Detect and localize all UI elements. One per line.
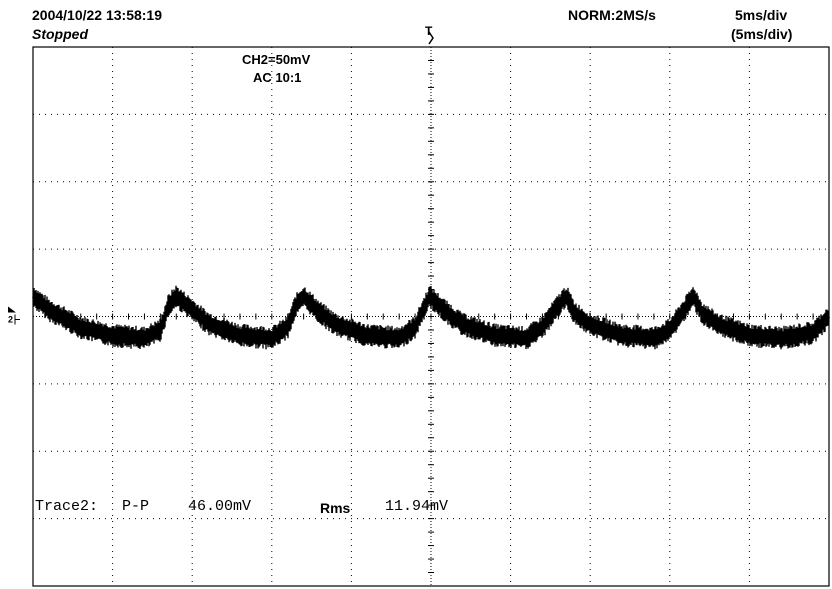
timestamp: 2004/10/22 13:58:19 [32,7,162,23]
channel-2-ground-marker: 2 [8,315,13,325]
measurement-pp-value: 46.00mV [188,498,252,515]
measurement-rms-label: Rms [320,500,351,516]
trace-2-waveform [32,285,831,350]
channel-markers: 2 [8,31,434,325]
measurement-pp-label: P-P [122,498,150,515]
trigger-level-marker [8,306,16,313]
acquisition-state: Stopped [32,26,88,42]
measurement-trace-label: Trace2: [35,498,99,515]
time-per-division-zoom: (5ms/div) [731,26,793,42]
acquisition-mode: NORM:2MS/s [568,7,656,23]
measurement-rms-value: 11.94mV [385,498,449,515]
channel-2-coupling: AC 10:1 [253,70,302,85]
trigger-position-marker: T [425,24,433,38]
trace-2-line [32,293,831,340]
trigger-position-arrow [428,31,434,45]
time-per-division: 5ms/div [735,7,788,23]
channel-2-scale: CH2=50mV [242,52,311,67]
